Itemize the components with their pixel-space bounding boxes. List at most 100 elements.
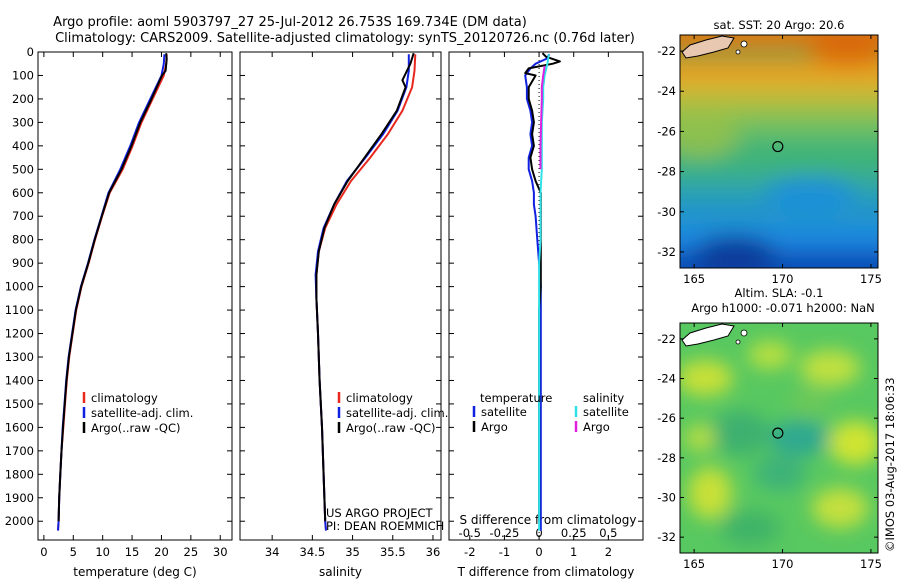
s-tick-label: -0.5: [459, 526, 481, 540]
sst-patch: [693, 236, 777, 268]
y-tick-label: 800: [12, 233, 34, 247]
s-tick-label: 0.5: [599, 526, 617, 540]
map-y-tick-label: -22: [657, 332, 676, 346]
x-tick-label: 1: [570, 545, 577, 559]
sst-patch: [808, 35, 878, 65]
map-blend: [680, 35, 878, 268]
map-x-tick-label: 175: [860, 557, 882, 571]
sst-band: [680, 57, 878, 79]
imos-timestamp: ©IMOS 03-Aug-2017 18:06:33: [883, 377, 897, 552]
y-tick-label: 600: [12, 186, 34, 200]
sla-map-panel: 165 170 175 -22 -24 -26 -28 -30 -32 Altim. SLA: -…: [657, 286, 882, 571]
salinity-panel: 34 34.5 35 35.5 36 salinity climatologysatelli…: [239, 51, 448, 579]
x-tick-label: 34.5: [300, 545, 326, 559]
y-tick-label: 200: [12, 92, 34, 106]
y-tick-label: 1900: [5, 491, 34, 505]
plot-frame: [37, 51, 233, 541]
y-tick-label: 1600: [5, 420, 34, 434]
sla-patch: [720, 510, 780, 546]
legend-label: Argo(..raw -QC): [91, 421, 181, 435]
x-tick-label: 35.5: [380, 545, 406, 559]
diff-series-temperature-satellite: [524, 53, 551, 531]
land-island: [735, 49, 741, 55]
x-tick-label: 25: [184, 545, 199, 559]
x-axis-label: salinity: [319, 565, 362, 579]
x-tick-label: 30: [213, 545, 228, 559]
legend-title-temperature: temperature: [480, 391, 552, 405]
land-island: [735, 339, 741, 345]
sst-map-panel: 165 170 175 -22 -24 -26 -28 -30 -32 sat. SST: 20 …: [657, 18, 882, 286]
x-axis-label: T difference from climatology: [457, 565, 635, 579]
legend-label: Argo: [583, 420, 610, 434]
figure-title-line2: Climatology: CARS2009. Satellite-adjuste…: [55, 31, 635, 46]
sla-patch: [748, 341, 792, 369]
y-tick-label: 1100: [5, 303, 34, 317]
y-tick-label: 300: [12, 115, 34, 129]
sla-patch: [790, 389, 830, 417]
argo-position-marker: [772, 427, 784, 439]
y-tick-label: 1200: [5, 327, 34, 341]
x-tick-label: 0: [40, 545, 47, 559]
sla-patch: [754, 455, 806, 491]
x-tick-label: -1: [499, 545, 510, 559]
map-x-tick-label: 175: [860, 272, 882, 286]
land-mass: [681, 35, 735, 59]
x-tick-label: 36: [426, 545, 441, 559]
map-title: Altim. SLA: -0.1: [735, 286, 824, 300]
y-tick-label: 0: [27, 45, 34, 59]
difference-panel: -2 -1 0 1 2 T difference from climatology -0.5…: [448, 51, 644, 579]
map-y-tick-label: -32: [657, 530, 676, 544]
s-tick-label: 0: [535, 526, 542, 540]
temperature-panel: 0 5 10 15 20 25 300100200300400500600700800900…: [5, 45, 233, 579]
land-island: [740, 329, 748, 337]
sla-patch: [812, 488, 868, 528]
y-tick-label: 1300: [5, 350, 34, 364]
x-tick-label: 2: [605, 545, 612, 559]
x-tick-label: 35: [345, 545, 360, 559]
map-field: [680, 35, 878, 268]
sst-patch: [765, 177, 855, 213]
map-title: sat. SST: 20 Argo: 20.6: [714, 18, 845, 32]
y-tick-label: 400: [12, 139, 34, 153]
y-tick-label: 1000: [5, 280, 34, 294]
legend-label: satellite: [583, 405, 629, 419]
argo-position-marker: [772, 140, 784, 153]
map-subtitle: Argo h1000: -0.071 h2000: NaN: [691, 301, 875, 315]
y-tick-label: 500: [12, 162, 34, 176]
credit-project: US ARGO PROJECT: [326, 506, 434, 520]
y-tick-label: 1500: [5, 397, 34, 411]
x-tick-label: 20: [154, 545, 169, 559]
legend-label: Argo(..raw -QC): [346, 421, 436, 435]
y-tick-label: 1400: [5, 373, 34, 387]
sla-patch: [680, 360, 733, 396]
legend-title-salinity: salinity: [583, 391, 624, 405]
map-frame: [679, 34, 879, 269]
y-tick-label: 900: [12, 256, 34, 270]
map-x-tick-label: 165: [683, 272, 705, 286]
credit-pi: PI: DEAN ROEMMICH: [326, 519, 444, 533]
series-line-argo: [57, 53, 168, 522]
x-tick-label: 34: [265, 545, 280, 559]
legend-label: satellite-adj. clim.: [91, 406, 193, 420]
s-tick-label: 0.25: [561, 526, 587, 540]
map-x-tick-label: 170: [772, 272, 794, 286]
plot-frame: [448, 51, 644, 541]
figure-title-line1: Argo profile: aoml 5903797_27 25-Jul-201…: [53, 15, 527, 30]
plot-frame: [239, 51, 442, 541]
y-tick-label: 700: [12, 209, 34, 223]
legend-label: satellite: [481, 405, 527, 419]
sst-patch: [680, 113, 740, 157]
sla-patch: [829, 421, 878, 465]
map-y-tick-label: -24: [657, 372, 676, 386]
sla-patch: [684, 424, 716, 452]
diff-series-salinity-sal_satellite: [538, 54, 550, 531]
map-y-tick-label: -30: [657, 490, 676, 504]
sst-band: [680, 77, 878, 95]
s-axis-label: S difference from climatology: [460, 513, 637, 527]
y-tick-label: 100: [12, 68, 34, 82]
x-axis-label: temperature (deg C): [73, 565, 196, 579]
series-line-argo: [315, 52, 415, 522]
x-tick-label: 5: [70, 545, 77, 559]
